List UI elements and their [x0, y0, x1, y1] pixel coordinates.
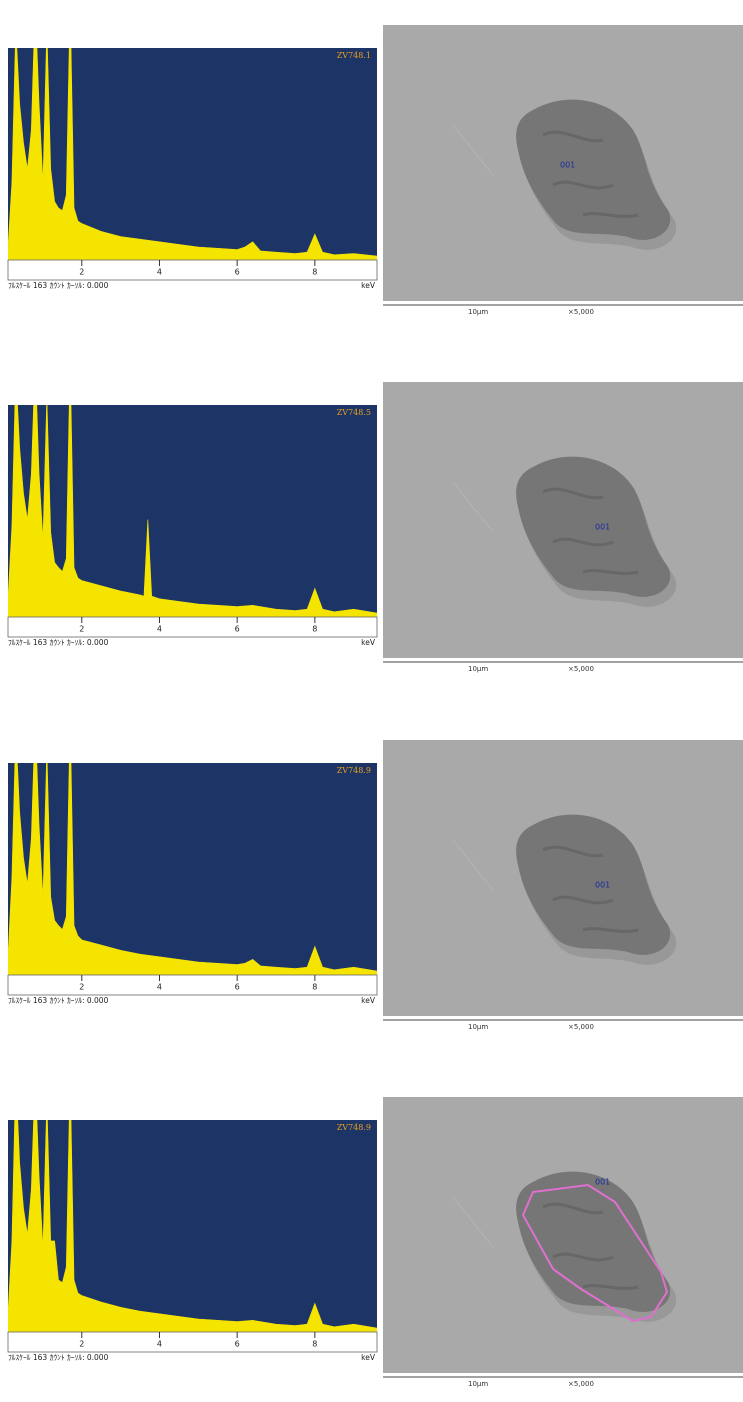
- spectrum: ZV748.9 2 4 6 8 ﾌﾙｽｹｰﾙ 163 ｶｳﾝﾄ ｶｰｿﾙ: 0.000 ke…: [7, 1120, 378, 1362]
- particle-texture: [542, 1202, 639, 1290]
- spectrum-area: [8, 48, 377, 260]
- sem-image: 001 10µm ×5,000: [383, 740, 743, 1031]
- spectrum: ZV748.9 2 4 6 8 ﾌﾙｽｹｰﾙ 163 ｶｳﾝﾄ ｶｰｿﾙ: 0.000 ke…: [7, 763, 378, 1005]
- x-tick-label: 2: [79, 1340, 84, 1349]
- x-axis-label: keV: [361, 281, 376, 290]
- particle: [516, 1171, 671, 1312]
- x-tick-label: 2: [79, 983, 84, 992]
- sem-streak: [452, 124, 494, 176]
- scale-bar-label: 10µm: [468, 665, 488, 673]
- particle: [516, 814, 671, 955]
- axis-strip: [7, 1331, 378, 1353]
- footer-text: ﾌﾙｽｹｰﾙ 163 ｶｳﾝﾄ ｶｰｿﾙ: 0.000: [8, 1353, 109, 1362]
- x-tick-label: 4: [157, 625, 162, 634]
- sem-image: 001 10µm ×5,000: [383, 382, 743, 673]
- magnification-label: ×5,000: [568, 1380, 594, 1388]
- footer-text: ﾌﾙｽｹｰﾙ 163 ｶｳﾝﾄ ｶｰｿﾙ: 0.000: [8, 638, 109, 647]
- x-axis-label: keV: [361, 638, 376, 647]
- axis-strip: [7, 974, 378, 996]
- scale-bar-label: 10µm: [468, 1023, 488, 1031]
- particle: [516, 99, 671, 240]
- region-label: 001: [560, 161, 575, 170]
- spectrum-title: ZV748.9: [337, 1123, 371, 1132]
- magnification-label: ×5,000: [568, 1023, 594, 1031]
- footer-text: ﾌﾙｽｹｰﾙ 163 ｶｳﾝﾄ ｶｰｿﾙ: 0.000: [8, 281, 109, 290]
- particle-texture: [542, 845, 639, 933]
- sem-image: 001 10µm ×5,000: [383, 25, 743, 316]
- particle-texture: [542, 130, 639, 218]
- region-label: 001: [595, 523, 610, 532]
- x-tick-label: 4: [157, 1340, 162, 1349]
- sem-streak: [452, 839, 494, 891]
- spectrum-area: [8, 1120, 377, 1332]
- region-label: 001: [595, 881, 610, 890]
- spectrum: ZV748.1 2 4 6 8 ﾌﾙｽｹｰﾙ 163 ｶｳﾝﾄ ｶｰｿﾙ: 0.000 ke…: [7, 48, 378, 290]
- magnification-label: ×5,000: [568, 308, 594, 316]
- x-tick-label: 8: [312, 983, 317, 992]
- axis-strip: [7, 259, 378, 281]
- x-tick-label: 6: [235, 983, 240, 992]
- spectrum-title: ZV748.1: [337, 51, 371, 60]
- spectrum-area: [8, 405, 377, 617]
- spectrum: ZV748.5 2 4 6 8 ﾌﾙｽｹｰﾙ 163 ｶｳﾝﾄ ｶｰｿﾙ: 0.000 ke…: [7, 405, 378, 647]
- sem-image: 001 10µm ×5,000: [383, 1097, 743, 1388]
- spectrum-title: ZV748.9: [337, 766, 371, 775]
- spectrum-title: ZV748.5: [337, 408, 371, 417]
- x-tick-label: 8: [312, 268, 317, 277]
- magnification-label: ×5,000: [568, 665, 594, 673]
- axis-strip: [7, 616, 378, 638]
- particle-texture: [542, 487, 639, 575]
- x-tick-label: 2: [79, 268, 84, 277]
- x-axis-label: keV: [361, 1353, 376, 1362]
- sem-streak: [452, 481, 494, 533]
- sem-streak: [452, 1196, 494, 1248]
- x-tick-label: 6: [235, 268, 240, 277]
- scale-bar-label: 10µm: [468, 1380, 488, 1388]
- scale-bar-label: 10µm: [468, 308, 488, 316]
- x-tick-label: 6: [235, 1340, 240, 1349]
- x-tick-label: 4: [157, 268, 162, 277]
- x-tick-label: 8: [312, 1340, 317, 1349]
- x-tick-label: 4: [157, 983, 162, 992]
- particle: [516, 456, 671, 597]
- spectrum-area: [8, 763, 377, 975]
- analysis-region: [521, 1183, 669, 1323]
- x-tick-label: 8: [312, 625, 317, 634]
- x-tick-label: 6: [235, 625, 240, 634]
- footer-text: ﾌﾙｽｹｰﾙ 163 ｶｳﾝﾄ ｶｰｿﾙ: 0.000: [8, 996, 109, 1005]
- x-axis-label: keV: [361, 996, 376, 1005]
- x-tick-label: 2: [79, 625, 84, 634]
- region-label: 001: [595, 1178, 610, 1187]
